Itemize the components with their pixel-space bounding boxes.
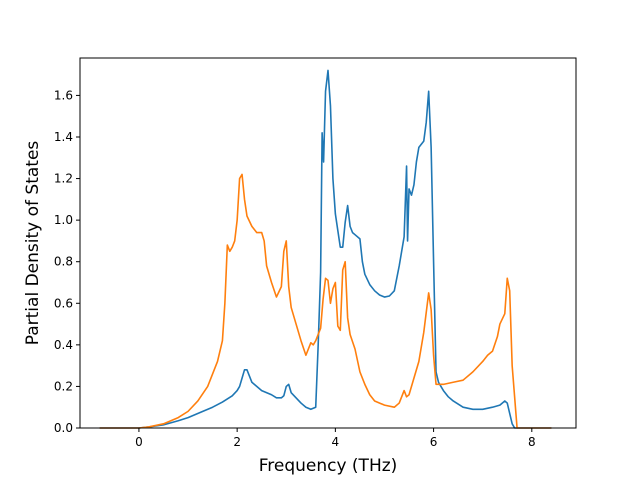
y-tick-label: 1.0: [54, 213, 73, 227]
y-ticks: 0.0 0.2 0.4 0.6 0.8 1.0 1.2 1.4 1.6: [54, 88, 80, 435]
y-tick-label: 0.8: [54, 255, 73, 269]
x-axis-label: Frequency (THz): [259, 456, 398, 476]
series-line-1: [99, 69, 552, 429]
series-line-2: [99, 173, 552, 429]
y-tick-label: 1.4: [54, 130, 73, 144]
x-tick-label: 8: [528, 435, 536, 449]
y-tick-label: 0.4: [54, 338, 73, 352]
plot-frame: [79, 57, 577, 429]
y-axis-label: Partial Density of States: [23, 141, 43, 346]
x-tick-label: 6: [430, 435, 438, 449]
y-tick-label: 1.2: [54, 172, 73, 186]
y-tick-label: 0.0: [54, 421, 73, 435]
series-layer: [99, 69, 552, 429]
y-tick-label: 0.2: [54, 379, 73, 393]
y-tick-label: 0.6: [54, 296, 73, 310]
x-tick-label: 0: [135, 435, 143, 449]
y-tick-label: 1.6: [54, 88, 73, 102]
x-tick-label: 2: [233, 435, 241, 449]
x-ticks: 0 2 4 6 8: [135, 428, 536, 449]
x-tick-label: 4: [332, 435, 340, 449]
